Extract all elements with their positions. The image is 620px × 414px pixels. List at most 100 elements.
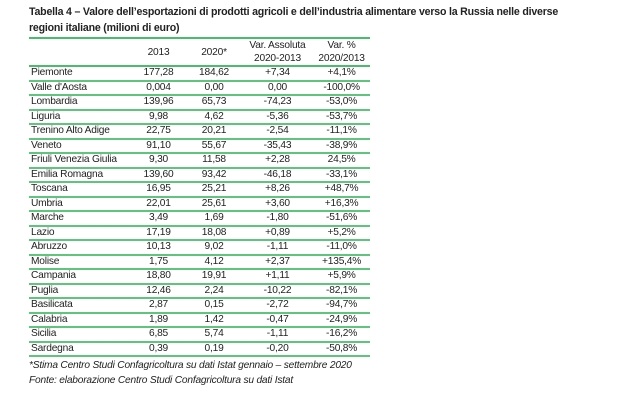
cell-var-pct: +5,9% xyxy=(313,269,370,285)
header-var-abs-line2: 2020-2013 xyxy=(254,53,301,64)
table-title: Tabella 4 – Valore dell’esportazioni di … xyxy=(29,6,559,34)
cell-var-abs: -2,72 xyxy=(241,298,314,314)
cell-var-abs: -35,43 xyxy=(241,138,314,154)
cell-value-2020: 0,19 xyxy=(186,341,242,357)
table-row: Trenino Alto Adige 22,75 20,21 -2,54 -11,1% xyxy=(29,124,370,140)
cell-value-2013: 3,49 xyxy=(130,211,187,227)
cell-value-2013: 1,75 xyxy=(130,254,187,270)
header-2013: 2013 xyxy=(147,46,170,58)
cell-var-pct: -82,1% xyxy=(313,283,370,299)
header-2020: 2020* xyxy=(201,46,227,58)
cell-var-pct: -38,9% xyxy=(313,138,370,154)
header-var-pct-line1: Var. % xyxy=(327,40,356,51)
cell-var-pct: -11,0% xyxy=(313,240,370,256)
cell-value-2013: 139,60 xyxy=(130,167,187,183)
table-row: Friuli Venezia Giulia 9,30 11,58 +2,28 24,5% xyxy=(29,153,370,169)
cell-var-pct: +5,2% xyxy=(313,225,370,241)
cell-var-abs: -74,23 xyxy=(241,95,314,111)
table-row: Umbria 22,01 25,61 +3,60 +16,3% xyxy=(29,196,370,212)
table-row: Puglia 12,46 2,24 -10,22 -82,1% xyxy=(29,283,370,299)
cell-value-2020: 11,58 xyxy=(186,153,242,169)
cell-var-abs: -1,80 xyxy=(241,211,314,227)
cell-region: Basilicata xyxy=(29,298,131,314)
table-row: Piemonte 177,28 184,62 +7,34 +4,1% xyxy=(29,66,370,82)
cell-value-2013: 18,80 xyxy=(130,269,187,285)
table-row: Basilicata 2,87 0,15 -2,72 -94,7% xyxy=(29,298,370,314)
cell-var-pct: -50,8% xyxy=(313,341,370,357)
table-row: Liguria 9,98 4,62 -5,36 -53,7% xyxy=(29,109,370,125)
cell-region: Friuli Venezia Giulia xyxy=(29,153,131,169)
cell-value-2013: 0,39 xyxy=(130,341,187,357)
header-var-abs: Var. Assoluta 2020-2013 xyxy=(242,38,313,66)
table-row: Lazio 17,19 18,08 +0,89 +5,2% xyxy=(29,225,370,241)
cell-value-2013: 22,75 xyxy=(130,124,187,140)
cell-var-pct: -11,1% xyxy=(313,124,370,140)
cell-var-pct: +16,3% xyxy=(313,196,370,212)
cell-region: Piemonte xyxy=(29,66,131,82)
footnote: *Stima Centro Studi Confagricoltura su d… xyxy=(29,360,352,371)
cell-var-abs: +7,34 xyxy=(241,66,314,82)
cell-var-abs: -1,11 xyxy=(241,327,314,343)
cell-var-pct: -16,2% xyxy=(313,327,370,343)
header-row: 2013 2020* Var. Assoluta 2020-2013 Var. %… xyxy=(29,38,370,66)
cell-region: Trenino Alto Adige xyxy=(29,124,131,140)
cell-var-abs: -5,36 xyxy=(241,109,314,125)
cell-var-abs: +8,26 xyxy=(241,182,314,198)
cell-var-abs: -10,22 xyxy=(241,283,314,299)
cell-value-2013: 10,13 xyxy=(130,240,187,256)
table-row: Sicilia 6,85 5,74 -1,11 -16,2% xyxy=(29,327,370,343)
cell-var-abs: +1,11 xyxy=(241,269,314,285)
cell-value-2013: 177,28 xyxy=(130,66,187,82)
cell-value-2020: 1,42 xyxy=(186,312,242,328)
cell-var-abs: 0,00 xyxy=(241,80,314,96)
cell-region: Abruzzo xyxy=(29,240,131,256)
table-row: Marche 3,49 1,69 -1,80 -51,6% xyxy=(29,211,370,227)
cell-var-abs: +2,28 xyxy=(241,153,314,169)
cell-value-2013: 91,10 xyxy=(130,138,187,154)
cell-var-pct: -24,9% xyxy=(313,312,370,328)
cell-value-2020: 55,67 xyxy=(186,138,242,154)
cell-value-2013: 17,19 xyxy=(130,225,187,241)
cell-region: Liguria xyxy=(29,109,131,125)
table-row: Molise 1,75 4,12 +2,37 +135,4% xyxy=(29,254,370,270)
cell-region: Emilia Romagna xyxy=(29,167,131,183)
header-region xyxy=(29,38,131,66)
cell-var-pct: -53,7% xyxy=(313,109,370,125)
cell-value-2013: 9,30 xyxy=(130,153,187,169)
cell-var-abs: -46,18 xyxy=(241,167,314,183)
cell-var-abs: +3,60 xyxy=(241,196,314,212)
cell-value-2020: 25,21 xyxy=(186,182,242,198)
cell-region: Lombardia xyxy=(29,95,131,111)
cell-var-abs: +0,89 xyxy=(241,225,314,241)
cell-value-2013: 9,98 xyxy=(130,109,187,125)
cell-region: Umbria xyxy=(29,196,131,212)
cell-var-abs: +2,37 xyxy=(241,254,314,270)
cell-var-abs: -2,54 xyxy=(241,124,314,140)
cell-value-2013: 0,004 xyxy=(130,80,187,96)
document: Tabella 4 – Valore dell’esportazioni di … xyxy=(29,6,559,386)
cell-var-abs: -1,11 xyxy=(241,240,314,256)
cell-value-2020: 0,00 xyxy=(186,80,242,96)
cell-value-2020: 93,42 xyxy=(186,167,242,183)
cell-region: Veneto xyxy=(29,138,131,154)
cell-var-pct: +4,1% xyxy=(313,66,370,82)
cell-var-pct: 24,5% xyxy=(313,153,370,169)
cell-var-abs: -0,47 xyxy=(241,312,314,328)
table-row: Lombardia 139,96 65,73 -74,23 -53,0% xyxy=(29,95,370,111)
header-var-abs-line1: Var. Assoluta xyxy=(249,40,306,51)
cell-value-2020: 2,24 xyxy=(186,283,242,299)
cell-var-pct: -53,0% xyxy=(313,95,370,111)
cell-region: Calabria xyxy=(29,312,131,328)
cell-value-2020: 65,73 xyxy=(186,95,242,111)
cell-value-2013: 22,01 xyxy=(130,196,187,212)
cell-region: Valle d'Aosta xyxy=(29,80,131,96)
cell-var-pct: -94,7% xyxy=(313,298,370,314)
cell-value-2020: 18,08 xyxy=(186,225,242,241)
table-row: Toscana 16,95 25,21 +8,26 +48,7% xyxy=(29,182,370,198)
cell-region: Molise xyxy=(29,254,131,270)
cell-value-2020: 25,61 xyxy=(186,196,242,212)
table-row: Emilia Romagna 139,60 93,42 -46,18 -33,1% xyxy=(29,167,370,183)
cell-value-2020: 184,62 xyxy=(186,66,242,82)
cell-value-2013: 6,85 xyxy=(130,327,187,343)
cell-region: Sardegna xyxy=(29,341,131,357)
